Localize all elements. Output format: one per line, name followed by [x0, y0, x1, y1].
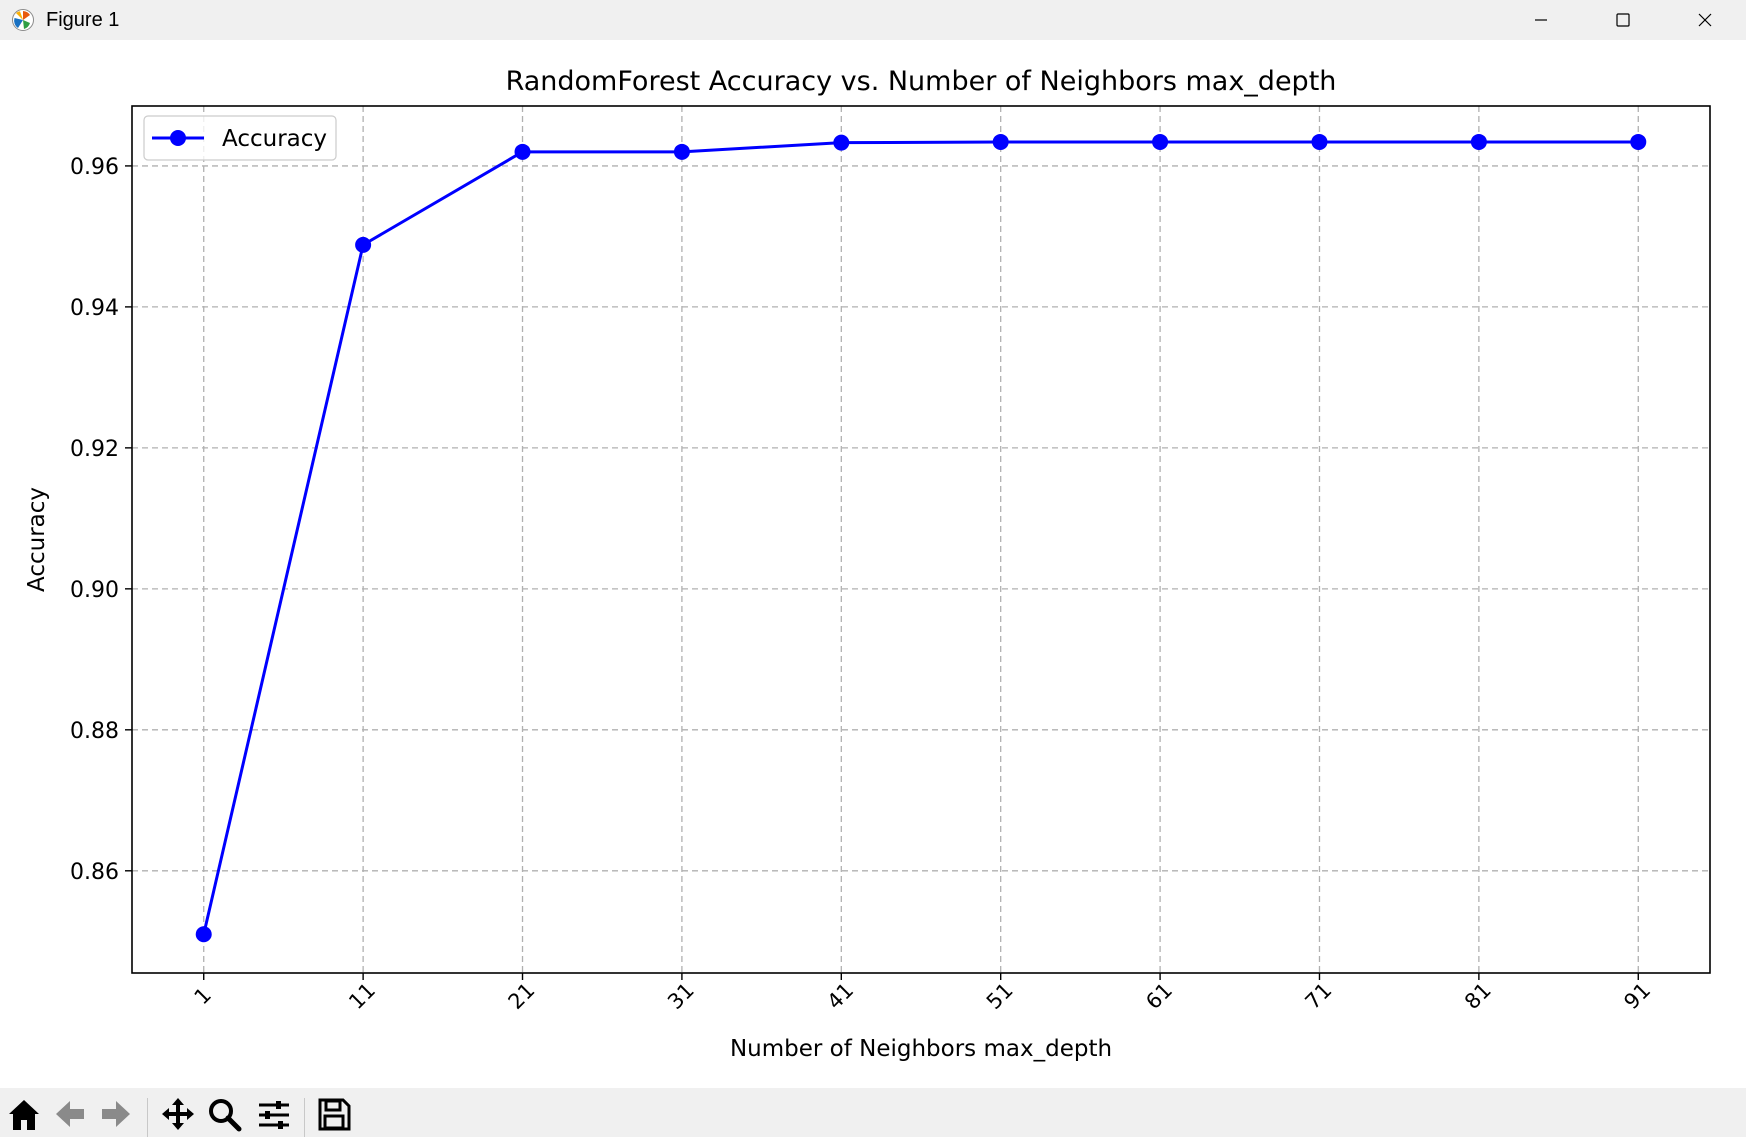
x-tick-label: 41 — [822, 978, 858, 1014]
y-axis-label: Accuracy — [24, 487, 50, 592]
x-tick-label: 1 — [190, 983, 216, 1009]
x-tick-label: 11 — [344, 978, 380, 1014]
x-tick-label: 21 — [504, 978, 540, 1014]
toolbar-separator — [304, 1098, 305, 1137]
grid — [132, 106, 1710, 973]
legend-box — [143, 115, 337, 161]
y-tick-label: 0.92 — [70, 437, 119, 462]
close-button[interactable] — [1664, 0, 1746, 40]
data-point — [1630, 133, 1647, 150]
data-point — [992, 133, 1009, 150]
back-button[interactable] — [50, 1096, 90, 1137]
legend-label: Accuracy — [222, 126, 327, 152]
y-tick-label: 0.88 — [70, 719, 119, 744]
pan-icon — [162, 1098, 194, 1130]
data-point — [833, 134, 850, 151]
legend-dot-marker — [170, 130, 186, 146]
save-button[interactable] — [314, 1096, 354, 1137]
y-tick-label: 0.94 — [70, 296, 119, 321]
zoom-icon — [209, 1099, 242, 1132]
pan-button[interactable] — [158, 1096, 198, 1137]
y-tick-label: 0.86 — [70, 860, 119, 885]
window-title: Figure 1 — [46, 8, 120, 31]
data-point — [673, 143, 690, 160]
maximize-icon — [1616, 13, 1630, 27]
x-tick-label: 51 — [982, 978, 1018, 1014]
configure-subplots-button[interactable] — [254, 1096, 294, 1137]
chart-title: RandomForest Accuracy vs. Number of Neig… — [506, 66, 1337, 97]
x-axis-label: Number of Neighbors max_depth — [730, 1036, 1112, 1062]
figure-canvas: 1 11 21 31 41 51 61 71 81 91 0.86 0.88 0.90 0.92 0.94 0… — [0, 40, 1746, 1088]
data-point — [514, 143, 531, 160]
x-tick-label: 61 — [1141, 978, 1177, 1014]
data-point — [1152, 133, 1169, 150]
x-tick-label: 81 — [1460, 978, 1496, 1014]
close-icon — [1698, 13, 1712, 27]
data-point — [1311, 133, 1328, 150]
back-arrow-icon — [56, 1101, 84, 1127]
matplotlib-icon — [10, 7, 36, 33]
forward-arrow-icon — [102, 1101, 130, 1127]
navigation-toolbar — [0, 1088, 1746, 1137]
data-point — [195, 926, 212, 943]
chart: 1 11 21 31 41 51 61 71 81 910.860.880.900.920.940… — [24, 66, 1711, 1062]
home-icon — [9, 1100, 39, 1130]
x-tick-label: 71 — [1301, 978, 1337, 1014]
zoom-button[interactable] — [204, 1096, 244, 1137]
y-tick-label: 0.96 — [70, 155, 119, 180]
home-button[interactable] — [4, 1096, 44, 1137]
data-point — [1470, 133, 1487, 150]
x-tick-label: 91 — [1619, 978, 1655, 1014]
data-point — [355, 236, 372, 253]
toolbar-separator — [147, 1098, 148, 1137]
x-tick-label: 31 — [663, 978, 699, 1014]
legend: Accuracy — [143, 115, 337, 161]
series-layer — [195, 133, 1647, 943]
forward-button[interactable] — [96, 1096, 136, 1137]
minimize-icon — [1535, 19, 1547, 21]
save-icon — [318, 1098, 351, 1131]
configure-subplots-icon — [259, 1101, 289, 1129]
window-controls — [1500, 0, 1746, 40]
ticks-layer: 1 11 21 31 41 51 61 71 81 910.860.880.900.920.940… — [70, 155, 1655, 1014]
axes-frame — [131, 105, 1711, 974]
maximize-button[interactable] — [1582, 0, 1664, 40]
series-line-accuracy — [202, 140, 1639, 935]
minimize-button[interactable] — [1500, 0, 1582, 40]
window-titlebar: Figure 1 — [0, 0, 1746, 40]
y-tick-label: 0.90 — [70, 578, 119, 603]
